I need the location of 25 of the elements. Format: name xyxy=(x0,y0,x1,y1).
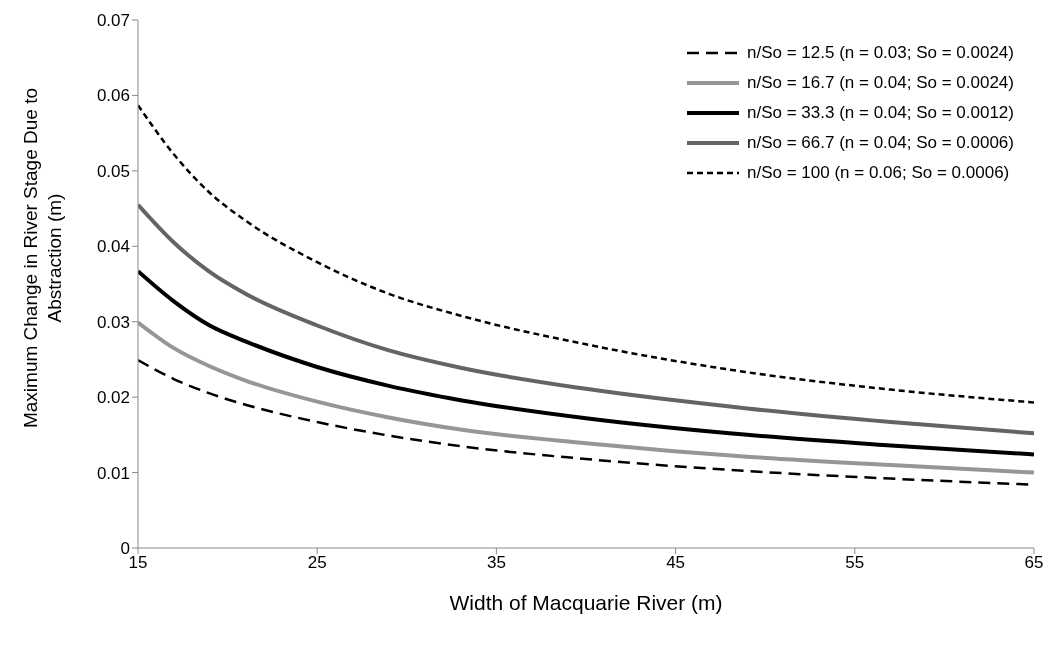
x-tick-label: 55 xyxy=(845,553,865,573)
legend-label: n/So = 66.7 (n = 0.04; So = 0.0006) xyxy=(746,133,1014,153)
y-tick-label: 0.03 xyxy=(96,312,130,332)
line-series xyxy=(138,103,1034,404)
x-tick-label: 35 xyxy=(486,553,506,573)
legend-label: n/So = 12.5 (n = 0.03; So = 0.0024) xyxy=(746,43,1014,63)
x-tick-label: 65 xyxy=(1024,553,1044,573)
legend-label: n/So = 16.7 (n = 0.04; So = 0.0024) xyxy=(746,73,1014,93)
x-axis-title: Width of Macquarie River (m) xyxy=(449,591,723,614)
y-tick-label: 0.07 xyxy=(96,11,130,31)
legend-label: n/So = 33.3 (n = 0.04; So = 0.0012) xyxy=(746,103,1014,123)
y-tick-label: 0.04 xyxy=(96,237,130,257)
line-series xyxy=(138,320,1034,475)
x-tick-label: 25 xyxy=(307,553,327,573)
x-tick-label: 45 xyxy=(666,553,686,573)
x-tick-label: 15 xyxy=(128,553,148,573)
y-tick-label: 0.02 xyxy=(96,388,130,408)
y-tick-label: 0 xyxy=(120,539,130,559)
legend-label: n/So = 100 (n = 0.06; So = 0.0006) xyxy=(746,163,1010,183)
y-tick-label: 0.05 xyxy=(96,161,130,181)
line-series xyxy=(138,202,1034,436)
y-axis-title: Maximum Change in River Stage Due to Abstraction (m) xyxy=(19,87,66,431)
y-tick-label: 0.01 xyxy=(96,463,130,483)
line-series xyxy=(138,269,1034,457)
y-tick-label: 0.06 xyxy=(96,86,130,106)
